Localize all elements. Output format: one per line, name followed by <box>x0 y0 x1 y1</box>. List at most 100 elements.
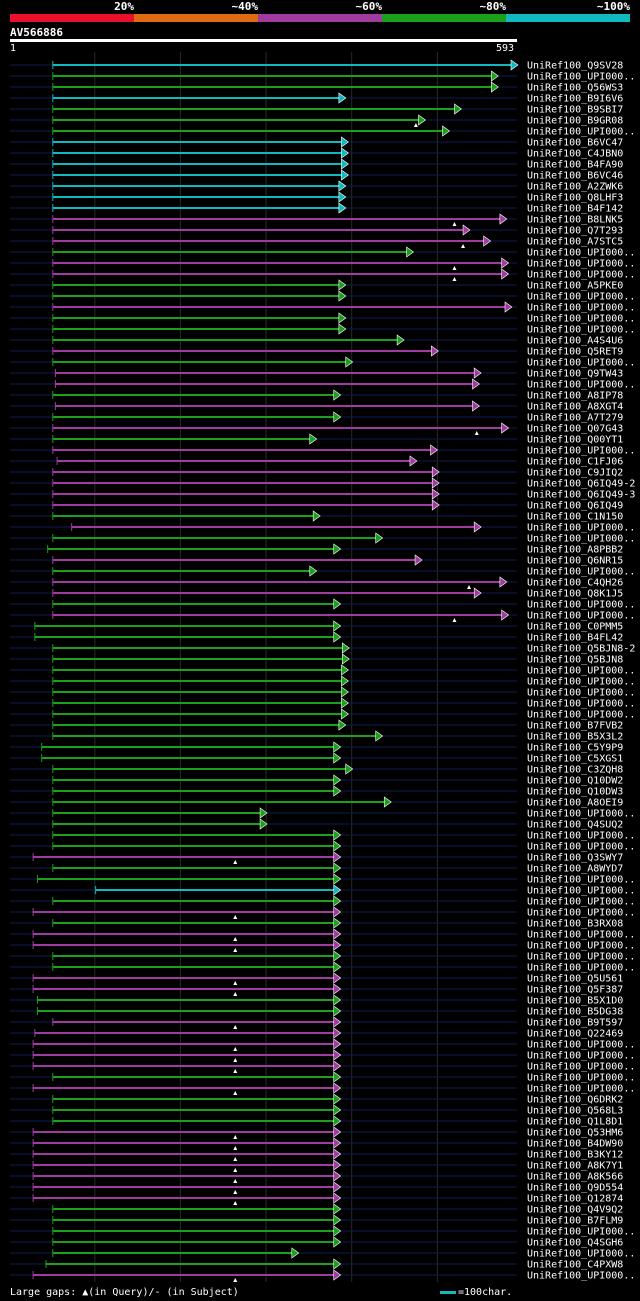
hit-label: UniRef100_B3KY12 <box>527 1150 623 1161</box>
gap-marker <box>233 992 238 996</box>
hit-arrowhead <box>341 664 349 676</box>
hit-arrowhead <box>333 829 342 841</box>
hit-arrowhead <box>338 290 347 302</box>
hit-label: UniRef100_B7FVB2 <box>527 721 623 732</box>
gap-marker <box>233 1201 238 1205</box>
hit-arrowhead <box>333 939 342 951</box>
hit-arrowhead <box>341 708 349 720</box>
hit-arrowhead <box>333 1269 342 1281</box>
hit-label: UniRef100_UPI000.. <box>527 710 635 721</box>
hit-label: UniRef100_Q53HM6 <box>527 1128 623 1139</box>
gap-marker <box>233 1025 238 1029</box>
hit-label: UniRef100_A8XGT4 <box>527 402 623 413</box>
hit-label: UniRef100_UPI000.. <box>527 127 635 138</box>
hit-arrowhead <box>333 862 342 874</box>
hit-label: UniRef100_UPI000.. <box>527 875 635 886</box>
hit-arrowhead <box>333 983 342 995</box>
hit-label: UniRef100_Q6NR15 <box>527 556 623 567</box>
query-start-tick: 1 <box>10 43 17 54</box>
hit-arrowhead <box>333 906 342 918</box>
hit-arrowhead <box>501 268 510 280</box>
hit-arrowhead <box>333 851 342 863</box>
hit-arrowhead <box>338 312 347 324</box>
hit-arrowhead <box>472 400 480 412</box>
hit-arrowhead <box>333 1137 342 1149</box>
gap-marker <box>233 937 238 941</box>
hit-label: UniRef100_UPI000.. <box>527 666 635 677</box>
hit-label: UniRef100_B3RX08 <box>527 919 623 930</box>
hit-label: UniRef100_Q5U561 <box>527 974 623 985</box>
hit-arrowhead <box>333 1203 342 1215</box>
hit-label: UniRef100_B9SBI7 <box>527 105 623 116</box>
hit-arrowhead <box>341 147 349 159</box>
gap-marker <box>233 981 238 985</box>
identity-legend-bar <box>10 14 630 22</box>
hit-arrowhead <box>341 697 349 709</box>
hit-arrowhead <box>491 70 499 82</box>
hit-arrowhead <box>333 1258 342 1270</box>
hit-arrowhead <box>333 631 342 643</box>
hit-label: UniRef100_UPI000.. <box>527 523 635 534</box>
hit-arrowhead <box>454 103 462 115</box>
hit-arrowhead <box>309 433 318 445</box>
hit-label: UniRef100_UPI000.. <box>527 1040 635 1051</box>
gap-marker <box>233 1157 238 1161</box>
hit-label: UniRef100_UPI000.. <box>527 1051 635 1062</box>
hit-arrowhead <box>333 1027 342 1039</box>
gap-marker <box>233 1069 238 1073</box>
hit-label: UniRef100_A4S4U6 <box>527 336 623 347</box>
hit-arrowhead <box>510 59 519 71</box>
hit-label: UniRef100_UPI000.. <box>527 534 635 545</box>
hit-label: UniRef100_UPI000.. <box>527 688 635 699</box>
gap-marker <box>233 1179 238 1183</box>
gap-marker <box>452 277 457 281</box>
hit-label: UniRef100_B6VC47 <box>527 138 623 149</box>
hit-label: UniRef100_C4PXW8 <box>527 1260 623 1271</box>
hit-arrowhead <box>418 114 427 126</box>
hit-arrowhead <box>414 554 423 566</box>
hit-arrowhead <box>431 477 440 489</box>
gap-marker <box>233 1091 238 1095</box>
scale-swatch <box>440 1290 456 1294</box>
hit-arrowhead <box>333 1236 342 1248</box>
legend-swatch-20 <box>10 14 134 22</box>
hit-label: UniRef100_UPI000.. <box>527 303 635 314</box>
legend-label-80: ~80% <box>479 0 507 13</box>
hit-label: UniRef100_UPI000.. <box>527 1084 635 1095</box>
hit-arrowhead <box>338 323 347 335</box>
hit-arrowhead <box>333 1170 342 1182</box>
hit-label: UniRef100_C9JIQ2 <box>527 468 623 479</box>
hit-label: UniRef100_C4QH26 <box>527 578 623 589</box>
hit-label: UniRef100_UPI000.. <box>527 611 635 622</box>
hit-label: UniRef100_Q5BJN8-2 <box>527 644 635 655</box>
hit-label: UniRef100_B5DG38 <box>527 1007 623 1018</box>
hit-arrowhead <box>338 92 347 104</box>
hit-label: UniRef100_A8K7Y1 <box>527 1161 623 1172</box>
hit-arrowhead <box>333 1214 342 1226</box>
hit-label: UniRef100_UPI000.. <box>527 886 635 897</box>
hit-label: UniRef100_UPI000.. <box>527 831 635 842</box>
hit-arrowhead <box>431 488 440 500</box>
legend-label-40: ~40% <box>231 0 259 13</box>
hit-arrowhead <box>333 620 342 632</box>
hit-arrowhead <box>333 895 342 907</box>
hit-arrowhead <box>333 411 342 423</box>
hit-arrowhead <box>259 818 268 830</box>
hit-label: UniRef100_Q9D554 <box>527 1183 623 1194</box>
hit-arrowhead <box>333 840 342 852</box>
gap-marker <box>233 1146 238 1150</box>
hit-label: UniRef100_UPI000.. <box>527 809 635 820</box>
hit-arrowhead <box>333 1225 342 1237</box>
hit-arrowhead <box>333 1126 342 1138</box>
gaps-legend: Large gaps: ▲(in Query)/- (in Subject) <box>10 1287 239 1298</box>
hit-arrowhead <box>333 884 342 896</box>
hit-arrowhead <box>312 510 321 522</box>
hit-arrowhead <box>333 1016 342 1028</box>
hit-arrowhead <box>333 752 342 764</box>
hit-label: UniRef100_A8K566 <box>527 1172 623 1183</box>
hit-arrowhead <box>499 576 508 588</box>
query-name: AV566886 <box>10 26 63 39</box>
hit-arrowhead <box>333 1093 342 1105</box>
hit-arrowhead <box>333 389 342 401</box>
hit-label: UniRef100_Q07G43 <box>527 424 623 435</box>
